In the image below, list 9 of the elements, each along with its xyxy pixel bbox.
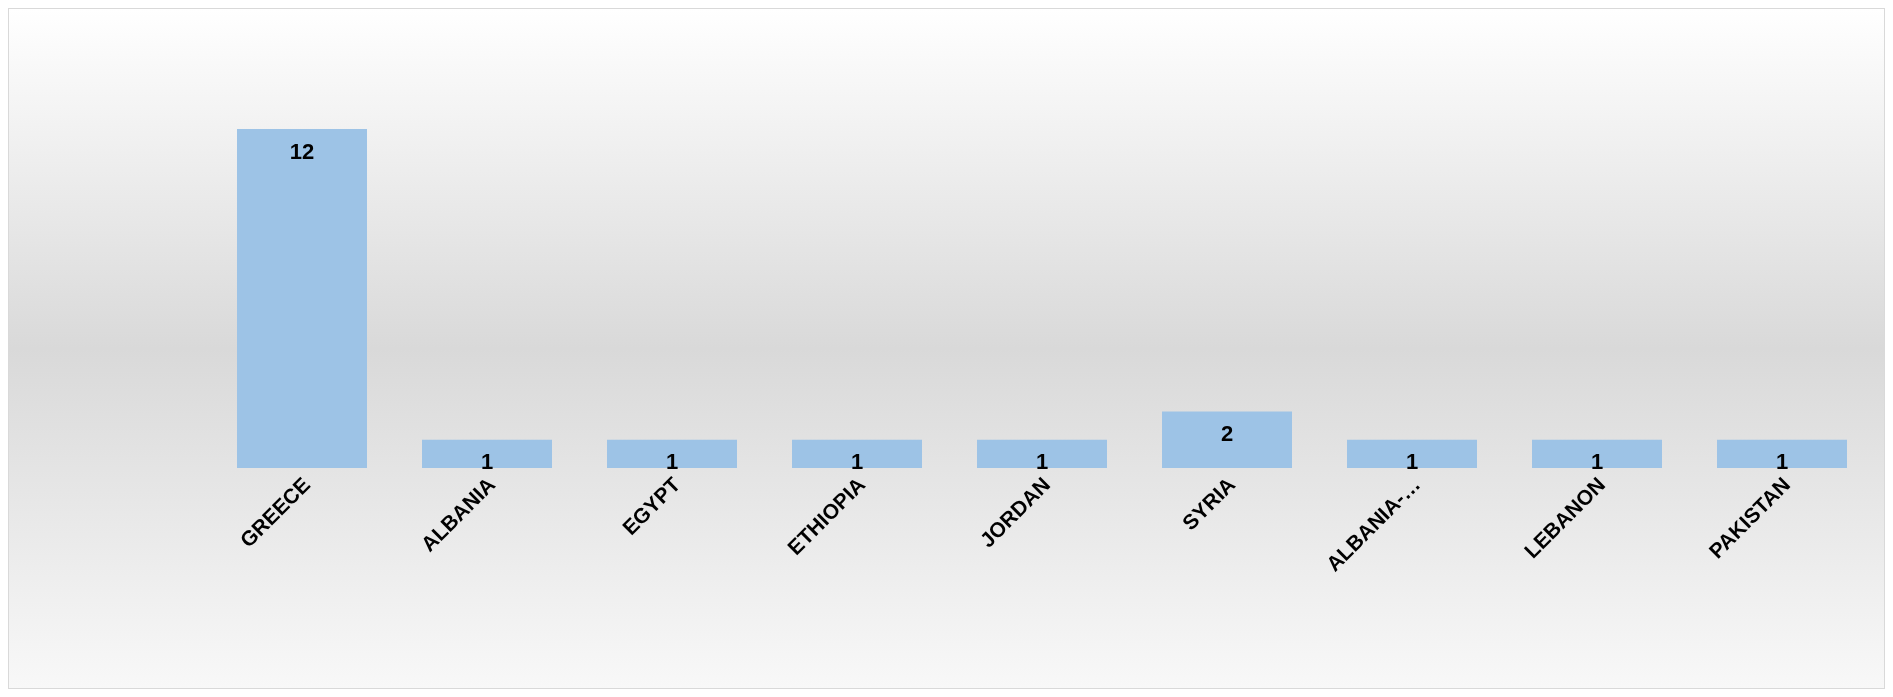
data-label: 1 [480,449,494,475]
data-label: 1 [1405,449,1419,475]
data-label: 1 [1775,449,1789,475]
data-label: 1 [1590,449,1604,475]
data-label: 1 [665,449,679,475]
data-label: 2 [1220,421,1234,447]
data-label: 12 [289,138,315,164]
data-label: 1 [1035,449,1049,475]
data-label: 1 [850,449,864,475]
